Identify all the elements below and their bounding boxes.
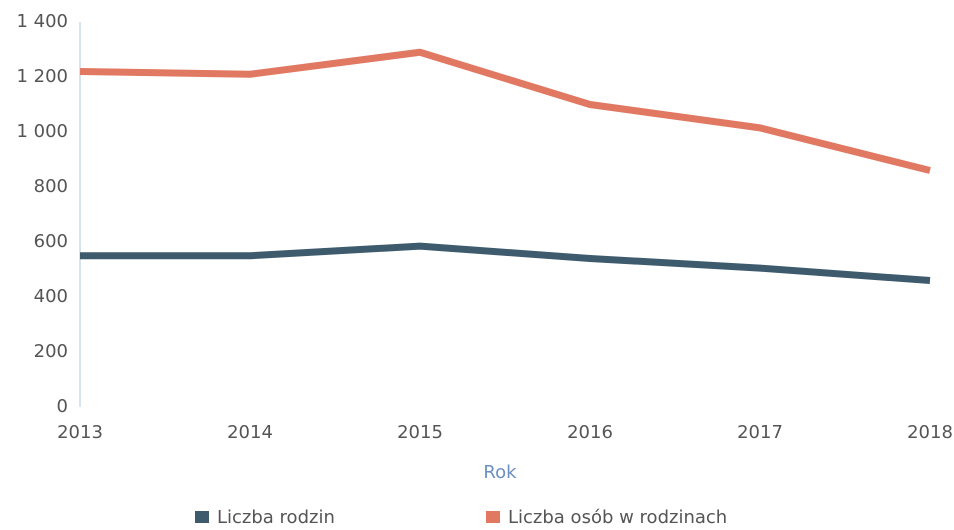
y-tick-label: 600 (34, 231, 68, 252)
y-tick-label: 1 200 (16, 66, 68, 87)
x-axis-title: Rok (483, 462, 517, 483)
y-tick-label: 800 (34, 176, 68, 197)
y-tick-label: 200 (34, 341, 68, 362)
x-tick-label: 2015 (397, 422, 443, 443)
x-tick-label: 2018 (907, 422, 953, 443)
y-tick-label: 400 (34, 286, 68, 307)
y-tick-label: 1 000 (16, 121, 68, 142)
legend-swatch (486, 511, 500, 523)
line-series (79, 48, 931, 174)
x-tick-label: 2017 (737, 422, 783, 443)
x-tick-label: 2016 (567, 422, 613, 443)
y-tick-label: 0 (57, 396, 68, 417)
legend-swatch (195, 511, 209, 523)
legend-label: Liczba osób w rodzinach (508, 507, 727, 528)
line-series (80, 242, 931, 284)
legend-label: Liczba rodzin (217, 507, 335, 528)
y-tick-label: 1 400 (16, 11, 68, 32)
x-tick-label: 2013 (57, 422, 103, 443)
x-tick-label: 2014 (227, 422, 273, 443)
